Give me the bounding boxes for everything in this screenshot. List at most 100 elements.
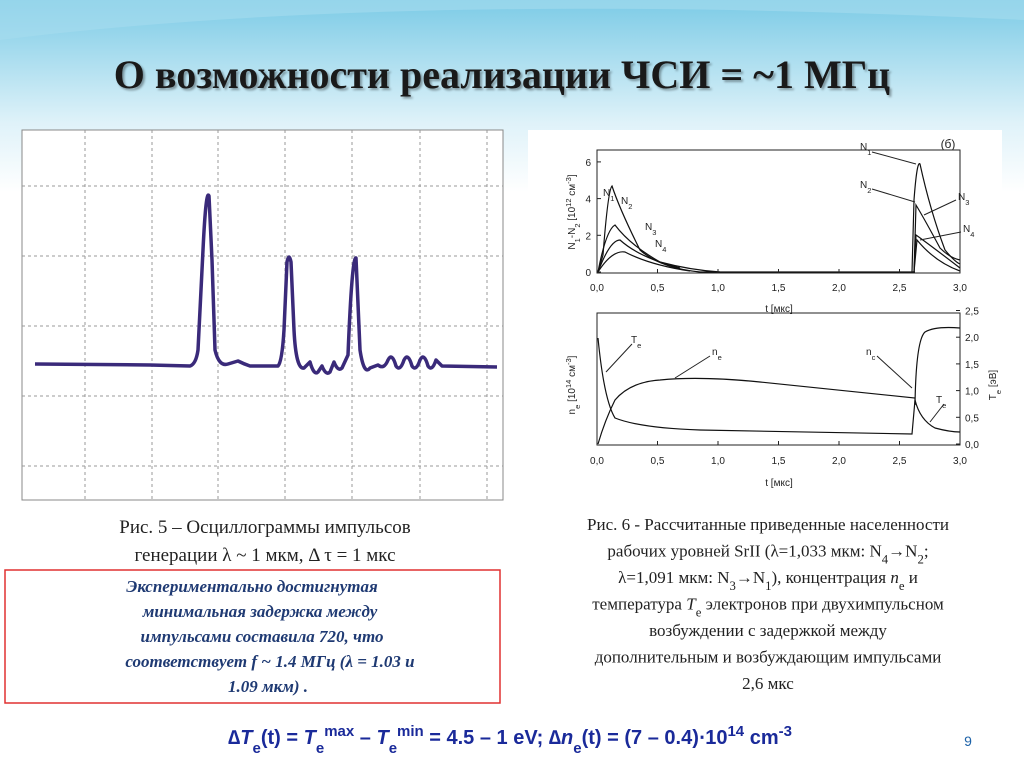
ne-curve (597, 326, 961, 445)
y2-tick-label: 0,5 (965, 413, 979, 424)
bottom-curves (597, 326, 961, 445)
oscillogram-grid (22, 130, 503, 500)
text-run-sup: -3 (779, 723, 792, 740)
y2-tick-label: 1,0 (965, 387, 979, 398)
text-run-sub: 4 (970, 230, 974, 239)
text-run: ] (567, 355, 578, 358)
text-run: N (860, 142, 867, 153)
text-run: N (963, 224, 970, 235)
text-run: = 4.5 – 1 eV; ∆ (424, 727, 561, 749)
x-tick-label: 0,0 (590, 456, 604, 467)
curve-label: N1 (860, 142, 871, 157)
text-run-sub: 1 (573, 238, 582, 242)
curve-label: ne (712, 347, 722, 362)
curve-label: N2 (621, 196, 632, 211)
curve-label: N1 (603, 188, 614, 203)
oscillogram (21, 129, 504, 501)
curve (913, 238, 961, 273)
te-curve (597, 337, 961, 435)
text-run: дополнительным и возбуждающим импульсами (595, 648, 942, 667)
y2-tick-label: 1,5 (965, 360, 979, 371)
text-run: →N (736, 568, 765, 587)
text-run-sub: 3 (652, 228, 656, 237)
figure5-caption-line: Рис. 5 – Осциллограммы импульсов (119, 517, 411, 538)
y2-tick-label: 0,0 (965, 440, 979, 451)
text-run: (t) = (261, 727, 304, 749)
text-run-sup: max (324, 723, 355, 740)
text-run-sub: e (899, 579, 905, 593)
x-tick-label: 1,5 (772, 456, 786, 467)
text-run-sub: 1 (765, 579, 771, 593)
text-run-i: T (376, 727, 390, 749)
figure6-caption-line: возбуждении с задержкой между (649, 621, 887, 640)
y2-tick-label: 2,5 (965, 307, 979, 318)
text-run-sup: 12 (564, 198, 573, 206)
text-run-sub: e (718, 353, 722, 362)
leader-lines (605, 151, 962, 423)
y-axis-label: N1-N2 [1012 см-3] (564, 174, 582, 250)
curve-label: Te (936, 395, 946, 410)
x-tick-label: 3,0 (953, 283, 967, 294)
text-run: N (655, 239, 662, 250)
text-run: ∆ (228, 727, 240, 749)
y2-axis-label: Te [эВ] (988, 370, 1003, 401)
figure6-caption-line: дополнительным и возбуждающим импульсами (595, 648, 942, 667)
swoosh (0, 0, 1024, 40)
text-run: T (936, 395, 942, 406)
text-run-sub: 2 (628, 202, 632, 211)
text-run: ] (567, 174, 578, 177)
text-run-sub: 1 (610, 194, 614, 203)
text-run-sub: e (942, 401, 946, 410)
text-run-i: T (304, 727, 318, 749)
text-run: см (567, 184, 578, 199)
text-run: N (645, 222, 652, 233)
text-run-sup: 14 (564, 380, 573, 388)
text-run: [эВ] (988, 370, 999, 390)
text-run: ), концентрация (772, 568, 891, 587)
text-run-sub: 2 (573, 224, 582, 228)
text-run: и (905, 568, 918, 587)
panel-label: (б) (941, 137, 956, 151)
x-tick-label: 0,5 (651, 283, 665, 294)
text-run-sub: e (253, 740, 261, 757)
text-run: N (958, 192, 965, 203)
text-run-sub: 4 (882, 553, 889, 567)
x-tick-label: 1,0 (711, 456, 725, 467)
x-tick-label: 2,0 (832, 456, 846, 467)
text-run-sub: e (316, 740, 324, 757)
text-run-sub: 3 (965, 198, 969, 207)
text-run: T (631, 335, 637, 346)
text-run: ; (924, 542, 929, 561)
x-tick-label: 1,5 (772, 283, 786, 294)
text-run-i: T (686, 595, 697, 614)
x-tick-label: 1,0 (711, 283, 725, 294)
curve-label: N3 (958, 192, 969, 207)
top-curves (597, 163, 961, 273)
text-run-sub: 3 (729, 579, 735, 593)
text-run: →N (888, 542, 917, 561)
text-run: N (603, 188, 610, 199)
curve-label: N3 (645, 222, 656, 237)
text-run-sub: e (573, 405, 582, 409)
formula: ∆Te(t) = Temax – Temin = 4.5 – 1 eV; ∆ne… (228, 723, 792, 757)
x-tick-label: 0,0 (590, 283, 604, 294)
text-run: T (988, 394, 999, 400)
text-run-sub: 2 (867, 186, 871, 195)
figure6-caption-line: 2,6 мкс (742, 674, 794, 693)
text-run-sub: 4 (662, 245, 666, 254)
curve-label: N4 (655, 239, 666, 254)
text-run: n (866, 347, 872, 358)
text-run-sup: min (397, 723, 424, 740)
x-axis-label: t [мкс] (765, 304, 793, 315)
note-line: соответствует f ~ 1.4 МГц (λ = 1.03 и (125, 652, 414, 671)
text-run: – (354, 727, 376, 749)
y2-tick-label: 2,0 (965, 333, 979, 344)
text-run: рабочих уровней SrII (λ=1,033 мкм: N (607, 542, 881, 561)
oscillogram-signal (34, 193, 498, 375)
text-run: Рис. 6 - Рассчитанные приведенные населе… (587, 515, 949, 534)
note-line: Экспериментально достигнутая (126, 577, 378, 596)
curve (913, 233, 961, 273)
y-axis-label: ne [1014 см-3] (564, 355, 582, 414)
text-run: -N (567, 228, 578, 239)
